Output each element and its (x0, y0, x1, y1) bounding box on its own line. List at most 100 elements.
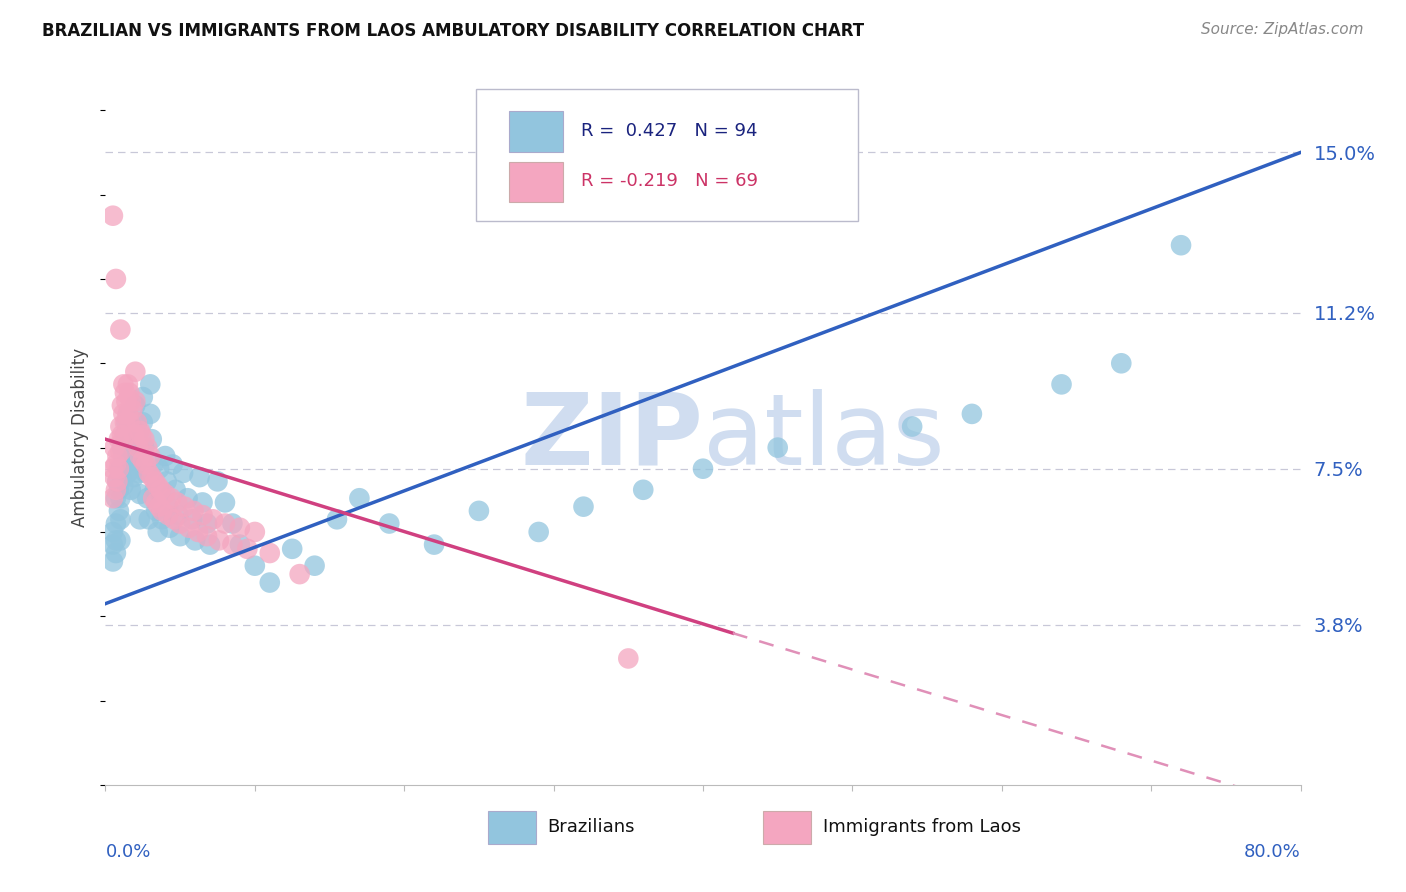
Text: ZIP: ZIP (520, 389, 703, 485)
Point (114, 415, 136, 429)
Point (167, 508, 190, 522)
Point (101, 554, 124, 568)
Point (124, 365, 146, 379)
Point (120, 394, 142, 409)
Point (121, 419, 143, 434)
Point (221, 516, 243, 531)
Point (135, 458, 157, 472)
Point (110, 322, 132, 336)
Point (124, 394, 146, 409)
Point (527, 524, 550, 539)
Point (162, 458, 184, 472)
Point (139, 377, 162, 392)
Point (101, 461, 124, 475)
Point (146, 478, 169, 492)
Point (901, 419, 924, 434)
Point (157, 500, 180, 514)
Point (236, 541, 259, 556)
Point (141, 432, 163, 446)
Point (195, 516, 218, 531)
Point (138, 466, 160, 480)
Point (104, 458, 127, 472)
Point (288, 567, 311, 582)
Point (127, 441, 149, 455)
Point (195, 529, 218, 543)
Point (221, 538, 243, 552)
Point (104, 272, 127, 286)
Point (1111, 356, 1133, 370)
Point (121, 445, 143, 459)
Point (142, 491, 165, 506)
Point (136, 491, 159, 506)
Point (110, 512, 132, 526)
Point (110, 461, 132, 475)
Point (243, 524, 266, 539)
Point (128, 424, 150, 438)
Point (138, 512, 160, 526)
Point (118, 415, 141, 429)
Point (173, 500, 195, 514)
Text: R = -0.219   N = 69: R = -0.219 N = 69 (581, 172, 758, 190)
Y-axis label: Ambulatory Disability: Ambulatory Disability (72, 348, 90, 526)
Point (572, 500, 595, 514)
Point (1170, 238, 1192, 252)
Point (115, 415, 138, 429)
Point (184, 533, 207, 548)
Point (111, 428, 134, 442)
Point (177, 521, 201, 535)
Point (125, 415, 148, 429)
Point (145, 495, 167, 509)
Point (960, 407, 983, 421)
Point (120, 483, 142, 497)
Point (128, 512, 150, 526)
Point (148, 461, 170, 475)
Point (145, 504, 167, 518)
FancyBboxPatch shape (488, 811, 536, 844)
FancyBboxPatch shape (509, 112, 564, 152)
Point (135, 466, 157, 480)
Point (169, 516, 191, 531)
Point (107, 475, 129, 489)
Point (114, 428, 136, 442)
Point (122, 470, 145, 484)
Point (214, 495, 236, 509)
Point (101, 209, 124, 223)
Point (121, 402, 143, 417)
Point (176, 491, 198, 506)
Point (107, 475, 129, 489)
Point (124, 399, 146, 413)
Point (101, 538, 124, 552)
Point (183, 504, 205, 518)
Point (108, 461, 131, 475)
Point (148, 500, 170, 514)
Text: 80.0%: 80.0% (1244, 843, 1301, 861)
Point (165, 483, 187, 497)
Point (188, 470, 211, 484)
Text: 0.0%: 0.0% (105, 843, 150, 861)
FancyBboxPatch shape (762, 811, 811, 844)
Text: atlas: atlas (703, 389, 945, 485)
Point (132, 453, 155, 467)
Point (118, 432, 141, 446)
Point (117, 466, 139, 480)
Point (134, 441, 156, 455)
Point (208, 533, 231, 548)
Point (326, 512, 349, 526)
Point (149, 487, 172, 501)
Point (104, 533, 127, 548)
Point (143, 483, 166, 497)
Point (181, 512, 204, 526)
Point (101, 524, 124, 539)
Point (468, 504, 491, 518)
Point (142, 458, 165, 472)
Point (134, 432, 156, 446)
Point (155, 487, 177, 501)
Point (117, 407, 139, 421)
Point (128, 449, 150, 463)
Point (127, 441, 149, 455)
Point (198, 538, 221, 552)
Point (149, 483, 172, 497)
Point (104, 483, 127, 497)
Point (766, 441, 789, 455)
Point (104, 546, 127, 560)
